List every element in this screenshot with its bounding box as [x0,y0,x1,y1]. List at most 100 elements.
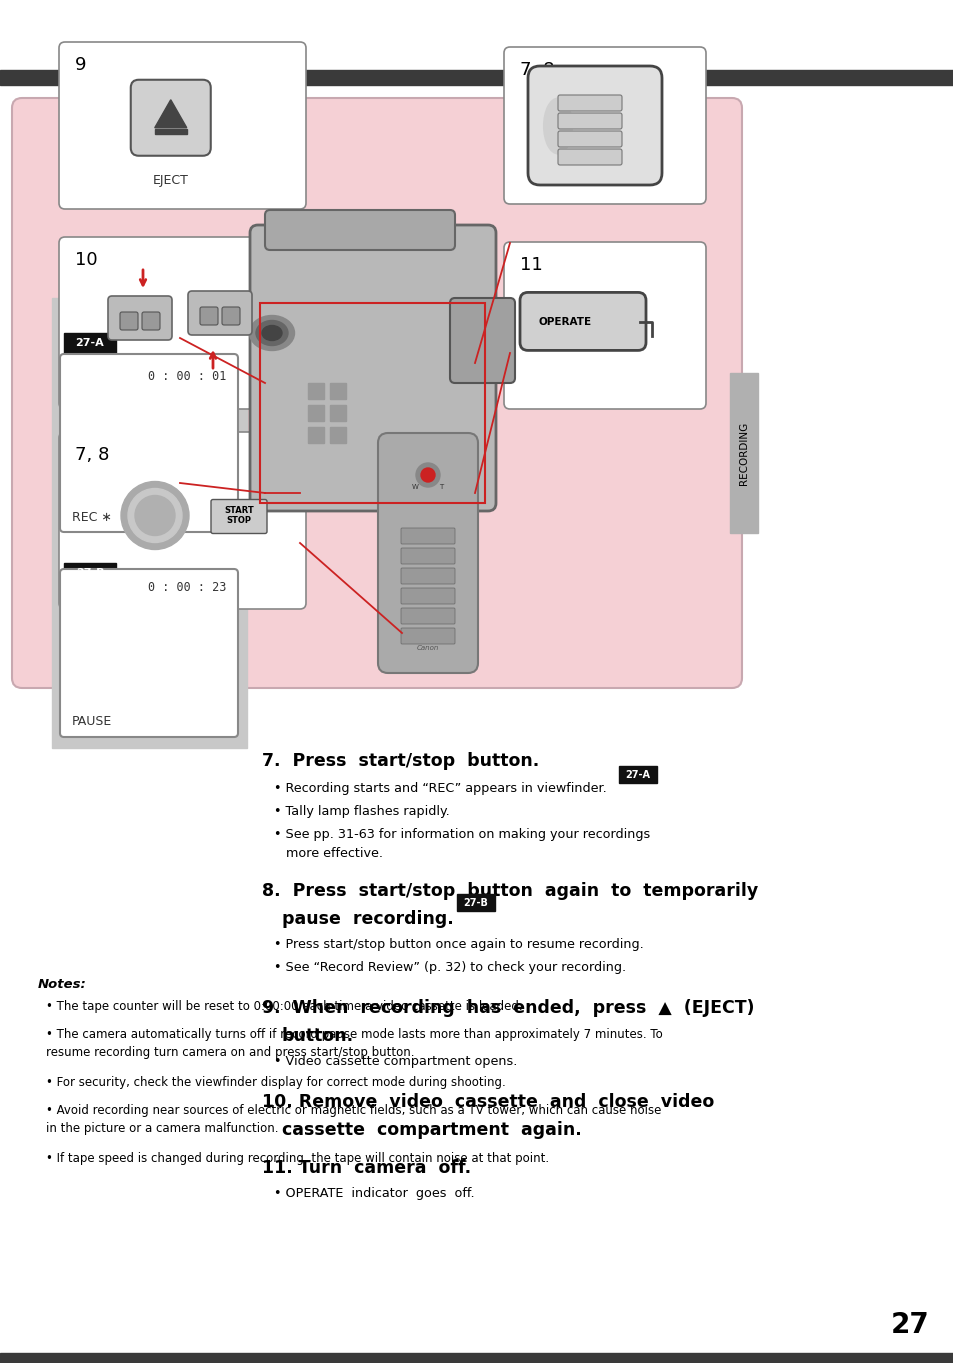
Bar [330,427,346,443]
Text: • Tally lamp flashes rapidly.: • Tally lamp flashes rapidly. [274,806,449,818]
FancyBboxPatch shape [400,527,455,544]
Bar [330,405,346,421]
Bar [456,894,495,910]
FancyBboxPatch shape [59,432,306,609]
Ellipse shape [128,488,182,542]
Ellipse shape [250,315,294,350]
Text: 0 : 00 : 23: 0 : 00 : 23 [148,581,226,594]
Text: • See pp. 31-63 for information on making your recordings: • See pp. 31-63 for information on makin… [274,827,650,841]
Text: • For security, check the viewfinder display for correct mode during shooting.: • For security, check the viewfinder dis… [46,1075,505,1089]
FancyBboxPatch shape [450,298,515,383]
FancyBboxPatch shape [108,296,172,339]
Text: PAUSE: PAUSE [71,716,112,728]
Text: RECORDING: RECORDING [739,421,748,485]
Text: button.: button. [282,1026,354,1045]
FancyBboxPatch shape [400,568,455,583]
Text: EJECT: EJECT [152,174,189,187]
Bar [0,0,953,74]
Text: 8.  Press  start/stop  button  again  to  temporarily: 8. Press start/stop button again to temp… [262,882,758,900]
Bar [64,563,116,583]
FancyBboxPatch shape [60,568,237,737]
Text: OPERATE: OPERATE [537,318,591,327]
Ellipse shape [121,481,189,549]
Text: 9: 9 [75,56,87,74]
FancyBboxPatch shape [200,307,218,324]
Bar [330,383,346,399]
Text: • OPERATE  indicator  goes  off.: • OPERATE indicator goes off. [274,1187,475,1199]
Bar [729,373,758,533]
Polygon shape [154,99,187,128]
FancyBboxPatch shape [250,225,496,511]
Text: 27-B: 27-B [463,897,488,908]
FancyBboxPatch shape [142,312,160,330]
FancyBboxPatch shape [519,293,645,350]
Text: REC ∗: REC ∗ [71,511,112,523]
Text: 7, 8: 7, 8 [75,446,110,463]
Bar [308,405,324,421]
FancyBboxPatch shape [59,237,306,409]
Text: • If tape speed is changed during recording, the tape will contain noise at that: • If tape speed is changed during record… [46,1152,549,1165]
Text: 9.  When  recording  has  ended,  press  ▲  (EJECT): 9. When recording has ended, press ▲ (EJ… [262,999,754,1017]
Bar [260,303,484,503]
FancyBboxPatch shape [558,149,621,165]
Text: 11. Turn  camera  off.: 11. Turn camera off. [262,1159,471,1178]
Bar [308,383,324,399]
Text: 27-A: 27-A [625,770,650,780]
Text: W: W [411,484,418,491]
FancyBboxPatch shape [12,98,741,688]
Text: pause  recording.: pause recording. [282,910,454,928]
Ellipse shape [543,98,572,154]
Ellipse shape [262,326,282,341]
Text: 7, 8: 7, 8 [519,61,554,79]
FancyBboxPatch shape [558,95,621,110]
FancyBboxPatch shape [222,307,240,324]
FancyBboxPatch shape [131,80,211,155]
FancyBboxPatch shape [265,210,455,249]
FancyBboxPatch shape [400,608,455,624]
FancyBboxPatch shape [400,628,455,643]
Text: more effective.: more effective. [286,846,382,860]
FancyBboxPatch shape [120,312,138,330]
Text: cassette  compartment  again.: cassette compartment again. [282,1120,581,1139]
Bar [64,333,116,353]
Text: START
STOP: START STOP [224,506,253,525]
FancyBboxPatch shape [527,65,661,185]
FancyBboxPatch shape [400,548,455,564]
Text: • The camera automatically turns off if record pause mode lasts more than approx: • The camera automatically turns off if … [46,1028,662,1059]
Text: 27: 27 [890,1311,928,1338]
Ellipse shape [420,468,435,483]
Text: • Avoid recording near sources of electric or magnetic fields, such as a TV towe: • Avoid recording near sources of electr… [46,1104,660,1135]
FancyBboxPatch shape [558,113,621,129]
FancyBboxPatch shape [188,290,252,335]
Bar [308,427,324,443]
Text: 27-A: 27-A [75,338,104,348]
Text: • Recording starts and “REC” appears in viewfinder.: • Recording starts and “REC” appears in … [274,782,606,795]
Bar [618,766,657,782]
Text: 27-B: 27-B [75,568,104,578]
FancyBboxPatch shape [503,46,705,204]
Ellipse shape [135,496,174,536]
Text: • The tape counter will be reset to 0:00:00 each time a video cassette is loaded: • The tape counter will be reset to 0:00… [46,1000,522,1013]
Ellipse shape [255,320,288,345]
FancyBboxPatch shape [211,499,267,533]
Bar [52,298,247,748]
Text: Notes:: Notes: [38,979,87,991]
Text: 0 : 00 : 01: 0 : 00 : 01 [148,369,226,383]
Text: T: T [438,484,442,491]
FancyBboxPatch shape [503,243,705,409]
Bar [0,1353,953,1363]
FancyBboxPatch shape [60,354,237,532]
Text: • Video cassette compartment opens.: • Video cassette compartment opens. [274,1055,517,1069]
Bar [0,70,953,85]
Text: 11: 11 [519,256,542,274]
Ellipse shape [658,330,671,343]
Text: 10. Remove  video  cassette  and  close  video: 10. Remove video cassette and close vide… [262,1093,714,1111]
Text: • Press start/stop button once again to resume recording.: • Press start/stop button once again to … [274,938,643,951]
Text: 10: 10 [75,251,97,269]
FancyBboxPatch shape [59,42,306,209]
Text: • See “Record Review” (p. 32) to check your recording.: • See “Record Review” (p. 32) to check y… [274,961,625,975]
Bar [154,128,187,134]
FancyBboxPatch shape [400,587,455,604]
FancyBboxPatch shape [558,131,621,147]
Ellipse shape [416,463,439,487]
